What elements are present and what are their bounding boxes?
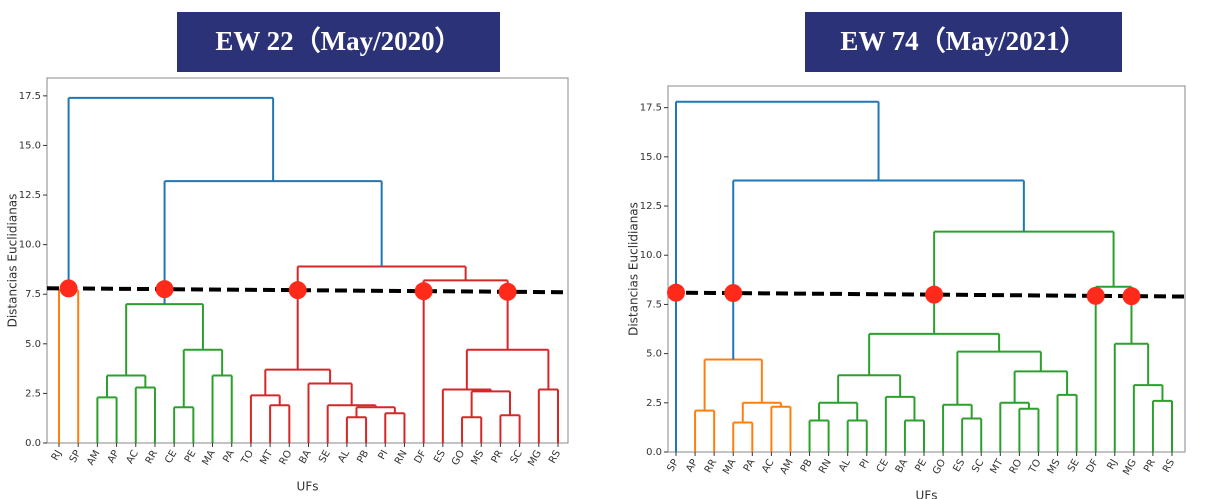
x-tick-label: ES [951,458,967,474]
cut-marker [925,285,944,304]
x-tick-label: MT [258,448,275,467]
y-tick-label: 5.0 [25,339,41,350]
x-tick-label: BA [894,457,910,475]
x-tick-label: AL [336,448,352,465]
x-tick-label: PE [183,449,199,465]
x-tick-label: PA [742,457,758,473]
x-tick-label: CE [163,449,179,466]
x-tick-label: MA [200,448,217,467]
x-tick-label: SE [317,449,333,465]
x-tick-label: AC [760,457,776,474]
y-axis-label: Distancias Euclidianas [627,202,641,336]
x-tick-label: DF [413,448,429,465]
x-tick-label: RN [393,449,410,467]
cut-marker [155,280,174,299]
x-tick-label: RN [817,458,834,476]
x-axis-label: UFs [297,480,319,494]
y-tick-label: 10.0 [640,250,662,261]
x-tick-label: SC [509,448,525,465]
y-axis-label: Distancias Euclidianas [6,194,20,328]
cut-marker [414,282,433,301]
cut-line [46,286,569,295]
title-box [805,12,1122,72]
x-tick-label: AP [106,449,122,466]
x-tick-label: RS [1161,458,1177,475]
x-tick-label: TO [1027,457,1044,476]
x-tick-label: SP [665,458,681,474]
x-tick-label: CE [875,458,891,475]
x-tick-label: PA [221,448,237,464]
x-tick-label: AM [85,449,102,468]
x-tick-label: RJ [1105,458,1119,472]
x-tick-label: PI [376,449,390,462]
x-tick-label: SP [68,449,84,465]
y-tick-label: 5.0 [646,349,662,360]
y-tick-label: 10.0 [19,240,41,251]
x-tick-label: SC [970,457,986,474]
cut-marker [498,282,517,301]
x-tick-label: AC [125,448,141,465]
x-tick-label: RS [547,449,563,466]
x-tick-label: GO [931,457,948,476]
y-tick-label: 0.0 [646,447,662,458]
x-tick-label: PI [858,458,872,471]
x-tick-label: AL [837,457,853,474]
x-tick-label: TO [239,448,256,467]
cut-marker [667,283,685,302]
y-tick-label: 12.5 [19,190,41,201]
y-tick-label: 17.5 [640,103,662,114]
plot-frame [667,85,1186,453]
x-tick-label: RJ [50,449,64,463]
x-tick-label: AP [684,458,700,475]
x-tick-label: PB [355,448,371,465]
x-axis-label: UFs [916,489,938,499]
y-tick-label: 2.5 [25,388,41,399]
x-tick-label: MT [989,457,1006,476]
y-tick-label: 7.5 [646,299,662,310]
x-tick-label: SE [1066,458,1082,474]
x-tick-label: MS [1046,458,1063,476]
x-tick-label: MA [721,457,738,476]
y-tick-label: 12.5 [640,201,662,212]
cut-marker [1086,286,1105,305]
x-tick-label: ES [432,449,448,465]
x-tick-label: PB [799,457,815,474]
y-tick-label: 15.0 [19,140,41,151]
chart-title: EW 74（May/2021） [840,26,1086,56]
cut-marker [59,279,78,298]
title-box [177,12,500,72]
x-tick-label: PE [913,458,929,474]
x-tick-label: RO [1008,457,1025,475]
cut-marker [288,281,307,300]
x-tick-label: GO [450,448,467,467]
chart-title: EW 22（May/2020） [215,26,461,56]
x-tick-label: RO [278,448,295,466]
x-tick-label: AM [778,458,795,477]
x-tick-label: RR [703,457,720,475]
x-tick-label: BA [297,448,313,466]
cut-marker [724,284,743,303]
x-tick-label: DF [1085,457,1101,474]
y-tick-label: 15.0 [640,152,662,163]
x-tick-label: MG [1121,458,1139,478]
x-tick-label: PR [490,448,506,465]
x-tick-label: PR [1142,457,1158,474]
x-tick-label: MS [469,449,486,467]
x-tick-label: MG [526,449,544,469]
y-tick-label: 2.5 [646,398,662,409]
cut-marker [1122,287,1141,306]
x-tick-label: RR [144,448,161,466]
y-tick-label: 7.5 [25,289,41,300]
y-tick-label: 17.5 [19,91,41,102]
y-tick-label: 0.0 [25,438,41,449]
